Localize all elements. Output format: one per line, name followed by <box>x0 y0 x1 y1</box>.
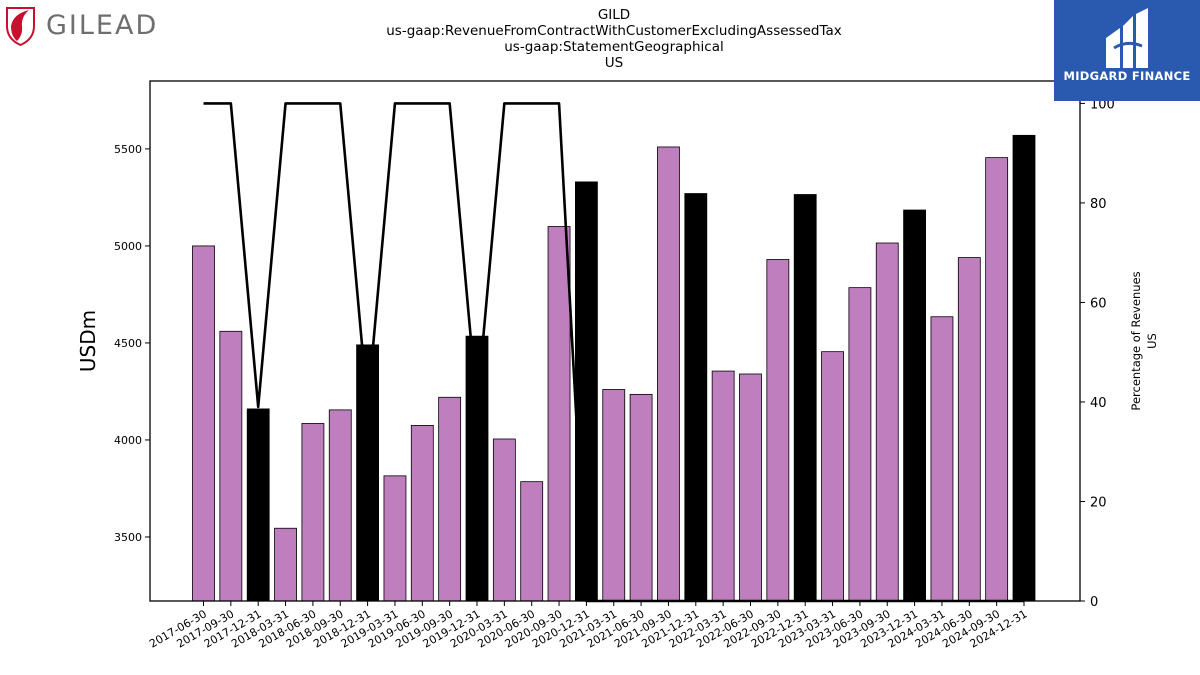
chart-title-line-2: us-gaap:RevenueFromContractWithCustomerE… <box>386 23 842 39</box>
bar-quarter <box>492 438 516 602</box>
y-tick-label: 5500 <box>114 143 142 156</box>
bar-annual <box>793 194 817 602</box>
bar-quarter <box>192 245 215 602</box>
chart-title-line-4: US <box>604 55 624 71</box>
chart-title-line-1: GILD <box>597 7 631 23</box>
bar-quarter <box>739 373 762 602</box>
bar-quarter <box>274 527 297 602</box>
bar-annual <box>1012 134 1036 602</box>
plot-frame <box>149 80 1081 602</box>
bar-quarter <box>875 242 899 602</box>
bar-quarter <box>930 316 954 602</box>
bar-quarter <box>848 287 872 602</box>
bar-quarter <box>219 330 243 602</box>
bar-group <box>192 134 1036 602</box>
y-tick-label: 4500 <box>114 337 142 350</box>
y2-tick-label: 80 <box>1090 197 1107 212</box>
y2-tick-label: 100 <box>1090 97 1115 112</box>
bar-annual <box>903 209 926 602</box>
y2-axis-label-line1: Percentage of Revenues <box>1129 271 1143 410</box>
y-tick-label: 4000 <box>114 434 142 447</box>
bar-quarter <box>301 423 325 602</box>
chart-title: GILD us-gaap:RevenueFromContractWithCust… <box>364 7 864 71</box>
bar-quarter <box>410 424 434 602</box>
y2-tick-label: 60 <box>1090 296 1107 311</box>
y2-axis-label-line2: US <box>1145 333 1159 349</box>
bar-quarter <box>438 396 462 602</box>
bar-annual <box>684 193 708 602</box>
gilead-shield-icon <box>6 7 35 46</box>
bar-annual <box>356 344 380 602</box>
x-axis-ticks: 2017-06-302017-09-302017-12-312018-03-31… <box>147 601 1030 651</box>
bar-quarter <box>957 257 981 602</box>
y-tick-label: 5000 <box>114 240 142 253</box>
bar-quarter <box>985 157 1009 602</box>
bar-annual <box>575 181 598 602</box>
left-axis-ticks: 3500 4000 4500 5000 5500 <box>114 143 150 544</box>
bar-quarter <box>766 259 790 602</box>
y2-tick-label: 0 <box>1090 595 1098 610</box>
y-tick-label: 3500 <box>114 531 142 544</box>
bar-quarter <box>547 226 571 602</box>
bar-quarter <box>821 351 844 602</box>
bar-quarter <box>328 409 352 602</box>
gilead-logo-text: GILEAD <box>46 10 159 41</box>
bar-quarter <box>657 146 680 602</box>
y2-tick-label: 20 <box>1090 495 1107 510</box>
bar-quarter <box>520 481 544 602</box>
right-axis-ticks: 0 20 40 60 80 100 <box>1080 97 1115 610</box>
bar-annual <box>246 408 270 602</box>
midgard-logo-text: MIDGARD FINANCE <box>1063 69 1191 83</box>
gilead-logo: GILEAD <box>4 4 164 48</box>
bar-quarter <box>711 370 735 602</box>
bar-annual <box>465 335 489 602</box>
bar-quarter <box>602 389 626 602</box>
bar-quarter <box>383 475 407 602</box>
midgard-finance-logo: MIDGARD FINANCE <box>1054 0 1200 101</box>
chart-title-line-3: us-gaap:StatementGeographical <box>504 39 724 55</box>
bar-quarter <box>629 393 653 602</box>
y2-tick-label: 40 <box>1090 396 1107 411</box>
y-axis-label: USDm <box>76 310 100 372</box>
midgard-mark-icon <box>1106 8 1148 68</box>
